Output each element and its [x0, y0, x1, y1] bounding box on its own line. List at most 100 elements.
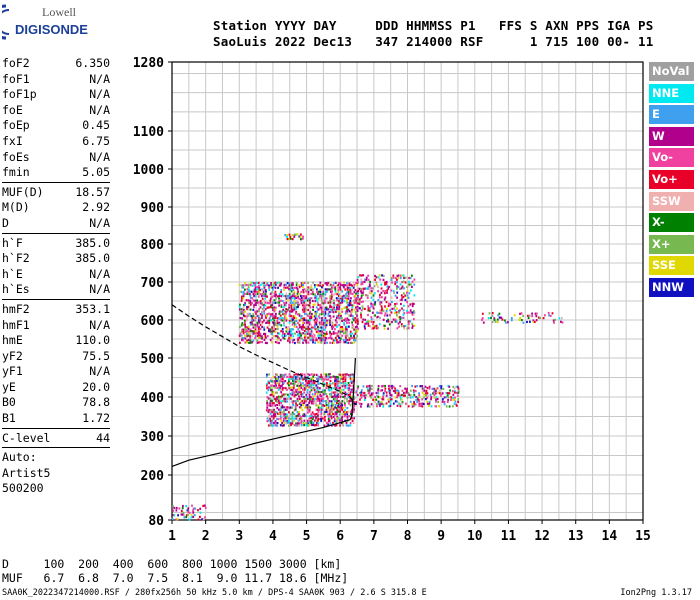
footer-version: Ion2Png 1.3.17 — [620, 588, 692, 598]
echo-point — [313, 386, 316, 389]
echo-point — [302, 413, 304, 416]
echo-point — [349, 410, 352, 413]
echo-point — [269, 424, 272, 427]
echo-point — [339, 410, 341, 413]
echo-point — [369, 288, 371, 291]
header-value-cell: 00- — [607, 34, 638, 49]
echo-point — [309, 310, 312, 313]
echo-point — [547, 311, 550, 315]
echo-point — [318, 398, 321, 401]
echo-point — [278, 317, 280, 320]
echo-point — [334, 332, 337, 335]
echo-point — [400, 323, 403, 326]
echo-point — [341, 290, 344, 293]
echo-point — [319, 376, 322, 379]
echo-point — [354, 332, 357, 335]
echo-point — [341, 319, 343, 322]
echo-point — [300, 421, 302, 424]
echo-point — [297, 321, 299, 325]
echo-point — [290, 286, 293, 289]
echo-point — [280, 305, 283, 308]
echo-point — [289, 297, 292, 300]
echo-point — [268, 321, 271, 325]
echo-point — [324, 393, 326, 396]
echo-point — [286, 400, 289, 403]
echo-point — [341, 392, 343, 396]
echo-point — [253, 290, 256, 293]
echo-point — [330, 297, 333, 300]
echo-point — [298, 341, 301, 344]
echo-point — [281, 406, 284, 409]
x-tick-label: 13 — [568, 529, 584, 544]
echo-point — [273, 328, 276, 331]
echo-point — [343, 385, 345, 388]
echo-point — [290, 306, 293, 309]
header-label-cell: FFS — [498, 18, 530, 33]
echo-point — [285, 422, 288, 425]
echo-point — [242, 323, 245, 326]
echo-point — [360, 309, 363, 312]
distance-row: D 100 200 400 600 800 1000 1500 3000 [km… — [2, 557, 342, 571]
echo-point — [292, 404, 294, 407]
echo-point — [292, 382, 294, 385]
echo-point — [258, 326, 260, 329]
echo-point — [295, 417, 298, 420]
echo-point — [365, 287, 368, 290]
echo-point — [355, 292, 357, 295]
echo-point — [375, 276, 378, 279]
echo-point — [273, 319, 276, 322]
echo-point — [305, 382, 308, 385]
echo-point — [342, 388, 345, 391]
echo-point — [254, 323, 257, 326]
header-label-cell: HHMMSS — [406, 18, 461, 33]
echo-point — [307, 422, 310, 425]
echo-point — [457, 398, 460, 401]
echo-point — [274, 295, 277, 298]
echo-point — [396, 400, 399, 403]
echo-point — [349, 303, 352, 307]
echo-point — [321, 301, 324, 304]
echo-point — [320, 418, 322, 421]
echo-point — [341, 400, 344, 403]
echo-point — [270, 384, 273, 387]
echo-point — [268, 408, 270, 411]
echo-point — [332, 415, 335, 418]
echo-point — [426, 402, 429, 405]
param-label: h`F2 — [2, 251, 30, 266]
echo-point — [305, 395, 308, 399]
echo-point — [421, 402, 424, 405]
param-value: N/A — [89, 317, 110, 332]
echo-point — [304, 388, 306, 391]
echo-point — [298, 386, 300, 389]
echo-point — [350, 395, 353, 398]
echo-point — [520, 312, 523, 315]
echo-point — [345, 424, 348, 427]
echo-point — [290, 282, 293, 285]
echo-point — [374, 325, 377, 328]
echo-point — [389, 403, 392, 406]
echo-point — [327, 401, 330, 404]
echo-point — [265, 409, 268, 412]
echo-point — [315, 415, 318, 418]
echo-point — [270, 389, 273, 392]
echo-point — [307, 308, 310, 312]
echo-point — [347, 424, 350, 427]
echo-point — [320, 402, 323, 405]
echo-point — [310, 284, 313, 287]
echo-point — [303, 398, 306, 401]
echo-point — [300, 377, 302, 380]
echo-point — [507, 321, 509, 324]
echo-point — [321, 286, 323, 289]
echo-point — [391, 387, 393, 390]
echo-point — [298, 385, 301, 388]
echo-point — [257, 284, 260, 287]
echo-point — [298, 391, 301, 394]
echo-point — [264, 297, 267, 300]
echo-point — [351, 332, 354, 335]
echo-point — [303, 391, 306, 394]
echo-point — [280, 282, 283, 285]
echo-point — [344, 409, 346, 412]
echo-point — [296, 391, 299, 394]
echo-point — [339, 282, 342, 285]
echo-point — [283, 319, 285, 322]
